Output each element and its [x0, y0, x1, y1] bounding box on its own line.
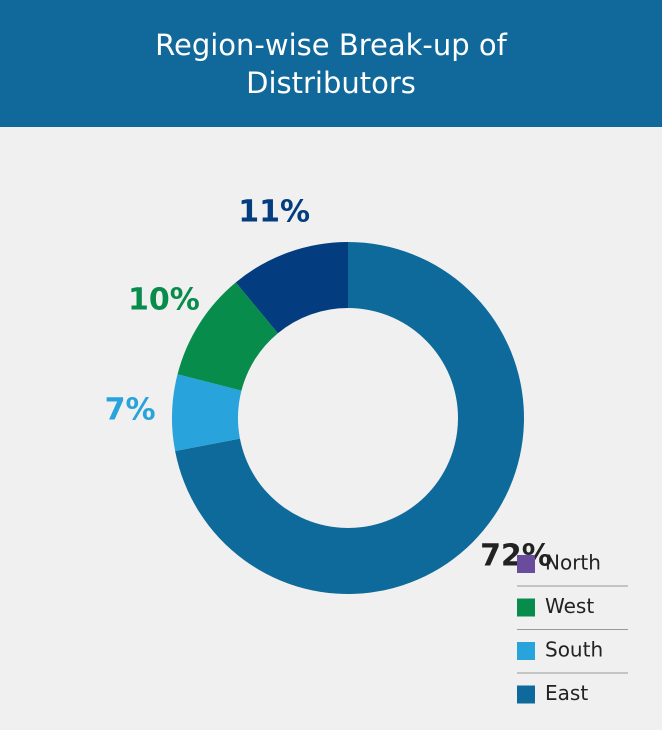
- slice-label: 72%: [480, 538, 552, 573]
- legend-label: South: [545, 638, 603, 662]
- legend-swatch: [517, 598, 535, 617]
- slice-label: 7%: [105, 393, 156, 428]
- legend-label: East: [545, 681, 588, 705]
- slice: [177, 282, 278, 391]
- legend-swatch: [517, 642, 535, 660]
- legend-swatch: [517, 685, 535, 704]
- header: Region-wise Break-up of Distributors: [0, 0, 662, 127]
- chart-title: Region-wise Break-up of Distributors: [155, 27, 507, 100]
- slice: [172, 374, 242, 451]
- legend-label: North: [545, 551, 601, 575]
- slice-label: 11%: [238, 194, 310, 229]
- slice: [235, 242, 348, 334]
- slice: [175, 242, 525, 594]
- legend-swatch: [517, 555, 535, 573]
- legend-label: West: [545, 594, 594, 618]
- slice-label: 10%: [128, 283, 200, 318]
